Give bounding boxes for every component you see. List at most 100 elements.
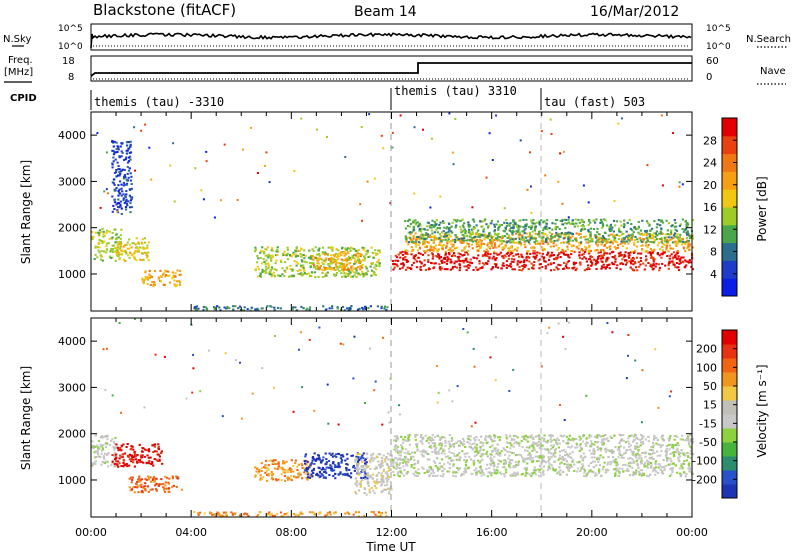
- data-cell: [361, 454, 364, 457]
- data-cell: [425, 232, 428, 235]
- data-cell: [581, 257, 584, 260]
- data-cell: [177, 280, 181, 283]
- data-cell: [514, 237, 517, 240]
- data-cell: [363, 470, 366, 473]
- data-cell: [494, 233, 497, 236]
- data-cell: [366, 477, 369, 480]
- data-cell: [578, 251, 581, 254]
- data-cell: [441, 259, 444, 262]
- data-cell: [468, 455, 471, 458]
- data-cell: [567, 218, 570, 221]
- data-cell: [488, 256, 491, 259]
- data-cell: [98, 238, 101, 241]
- data-cell: [437, 253, 440, 256]
- data-cell: [146, 276, 149, 279]
- data-cell: [271, 267, 274, 270]
- data-cell: [331, 305, 334, 308]
- data-cell: [516, 436, 519, 439]
- data-cell: [112, 248, 115, 250]
- data-cell: [658, 232, 661, 235]
- data-cell: [393, 448, 396, 451]
- data-cell: [676, 252, 679, 254]
- data-cell: [410, 464, 413, 466]
- data-cell: [452, 218, 456, 221]
- data-cell: [172, 142, 175, 145]
- data-cell: [554, 451, 557, 454]
- data-cell: [270, 470, 273, 473]
- data-cell: [324, 468, 327, 471]
- data-cell: [641, 219, 644, 222]
- data-cell: [337, 462, 340, 465]
- data-cell: [495, 246, 498, 249]
- data-cell: [103, 250, 106, 253]
- data-cell: [308, 274, 311, 277]
- data-cell: [678, 240, 681, 243]
- data-cell: [153, 445, 156, 448]
- data-cell: [582, 228, 585, 231]
- data-cell: [140, 456, 143, 459]
- data-cell: [147, 251, 150, 254]
- data-cell: [508, 434, 511, 437]
- data-cell: [493, 436, 496, 439]
- data-cell: [144, 489, 147, 492]
- data-cell: [449, 235, 452, 238]
- data-cell: [213, 308, 216, 311]
- data-cell: [544, 267, 547, 270]
- data-cell: [337, 453, 341, 455]
- data-cell: [639, 239, 642, 242]
- data-cell: [467, 225, 470, 228]
- data-cell: [475, 446, 478, 449]
- data-cell: [114, 453, 117, 456]
- data-cell: [487, 245, 490, 248]
- data-cell: [627, 242, 630, 245]
- data-cell: [470, 238, 473, 241]
- data-cell: [281, 466, 284, 469]
- data-cell: [115, 460, 118, 463]
- data-cell: [620, 230, 623, 233]
- data-cell: [559, 434, 562, 437]
- data-cell: [144, 275, 147, 278]
- data-cell: [114, 446, 117, 449]
- data-cell: [259, 251, 262, 254]
- data-cell: [358, 453, 361, 456]
- data-cell: [97, 440, 100, 443]
- data-cell: [484, 236, 487, 239]
- data-cell: [677, 255, 680, 258]
- data-cell: [596, 244, 599, 247]
- data-cell: [573, 225, 576, 228]
- data-cell: [572, 263, 576, 266]
- data-cell: [490, 464, 493, 467]
- data-cell: [407, 231, 410, 234]
- data-cell: [491, 257, 494, 260]
- data-cell: [574, 238, 577, 241]
- data-cell: [335, 453, 338, 456]
- data-cell: [112, 454, 116, 457]
- data-cell: [523, 263, 526, 266]
- data-cell: [413, 192, 416, 195]
- colorbar-swatch: [722, 118, 737, 137]
- data-cell: [687, 441, 690, 444]
- data-cell: [658, 219, 661, 222]
- data-cell: [306, 470, 309, 473]
- data-cell: [586, 472, 589, 475]
- data-cell: [644, 250, 647, 253]
- data-cell: [133, 455, 136, 458]
- data-cell: [380, 462, 383, 465]
- mhz-label: [MHz]: [4, 67, 33, 78]
- data-cell: [538, 258, 542, 261]
- data-cell: [565, 460, 568, 463]
- data-cell: [122, 443, 125, 446]
- data-cell: [295, 249, 298, 251]
- data-cell: [498, 225, 501, 228]
- data-cell: [481, 234, 484, 237]
- data-cell: [653, 248, 656, 251]
- data-cell: [511, 473, 514, 476]
- data-cell: [284, 479, 287, 482]
- data-cell: [526, 436, 529, 439]
- data-cell: [106, 460, 109, 463]
- data-cell: [256, 265, 259, 268]
- data-cell: [277, 461, 280, 464]
- data-cell: [311, 459, 314, 462]
- data-cell: [523, 266, 526, 268]
- data-cell: [125, 208, 128, 211]
